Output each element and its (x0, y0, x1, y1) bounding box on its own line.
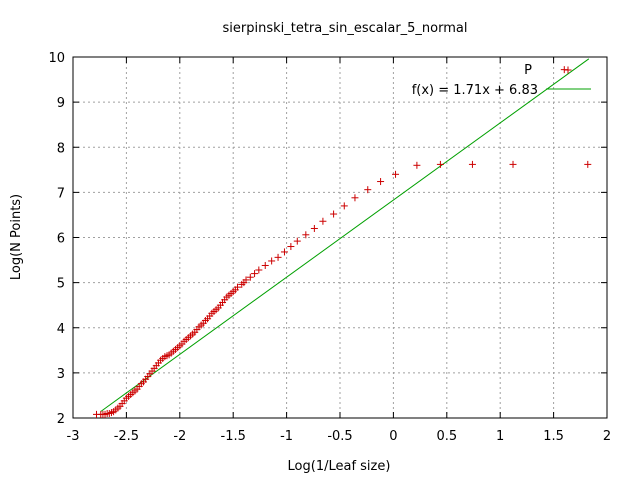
y-tick-label: 6 (57, 232, 65, 247)
data-point (302, 231, 310, 239)
data-point (351, 194, 359, 202)
y-tick-label: 2 (57, 412, 65, 427)
x-tick-label: 0 (389, 429, 397, 444)
data-point (251, 270, 259, 278)
data-point (436, 160, 444, 168)
x-tick-label: -1.5 (221, 429, 246, 444)
legend: P f(x) = 1.71x + 6.83 (412, 63, 591, 98)
data-point (280, 248, 288, 256)
data-point (246, 273, 254, 281)
data-point (509, 160, 517, 168)
y-tick-label: 5 (57, 277, 65, 292)
x-axis-label: Log(1/Leaf size) (288, 459, 391, 474)
data-point (413, 161, 421, 169)
data-point (340, 202, 348, 210)
data-point (392, 170, 400, 178)
x-tick-label: -1 (280, 429, 293, 444)
fit-line (100, 58, 590, 412)
legend-label-fit: f(x) = 1.71x + 6.83 (412, 83, 538, 98)
data-point (330, 210, 338, 218)
x-tick-label: 1 (496, 429, 504, 444)
x-tick-label: 0.5 (436, 429, 457, 444)
tick-labels: -3 -2.5 -2 -1.5 -1 -0.5 0 0.5 1 1.5 2 2 3 4 5 6 7 8 9 10 (48, 51, 611, 444)
data-point (287, 243, 295, 251)
data-point (468, 160, 476, 168)
y-axis-label: Log(N Points) (9, 194, 24, 280)
data-point (584, 160, 592, 168)
y-tick-label: 7 (57, 186, 65, 201)
data-point (364, 186, 372, 194)
legend-label-p: P (524, 63, 532, 78)
legend-marker-plus (564, 66, 572, 74)
data-point (377, 178, 385, 186)
data-point (268, 257, 276, 265)
data-point (261, 261, 269, 269)
x-tick-label: 1.5 (543, 429, 564, 444)
y-tick-label: 10 (48, 51, 65, 66)
data-point (310, 224, 318, 232)
x-tick-label: -2.5 (114, 429, 139, 444)
y-tick-label: 3 (57, 367, 65, 382)
data-point (293, 237, 301, 245)
grid (73, 57, 607, 418)
x-tick-label: -0.5 (327, 429, 352, 444)
data-points (92, 66, 592, 418)
chart-title: sierpinski_tetra_sin_escalar_5_normal (222, 21, 467, 36)
x-tick-label: -3 (67, 429, 80, 444)
data-point (255, 266, 263, 274)
data-point (274, 253, 282, 261)
data-point (319, 217, 327, 225)
axis-ticks (72, 56, 608, 419)
fit-line-group (100, 58, 590, 412)
legend-marker-p (564, 66, 572, 74)
y-tick-label: 4 (57, 322, 65, 337)
x-tick-label: 2 (603, 429, 611, 444)
data-point (242, 276, 250, 284)
data-point (233, 283, 241, 291)
x-tick-label: -2 (173, 429, 186, 444)
y-tick-label: 9 (57, 96, 65, 111)
y-tick-label: 8 (57, 141, 65, 156)
